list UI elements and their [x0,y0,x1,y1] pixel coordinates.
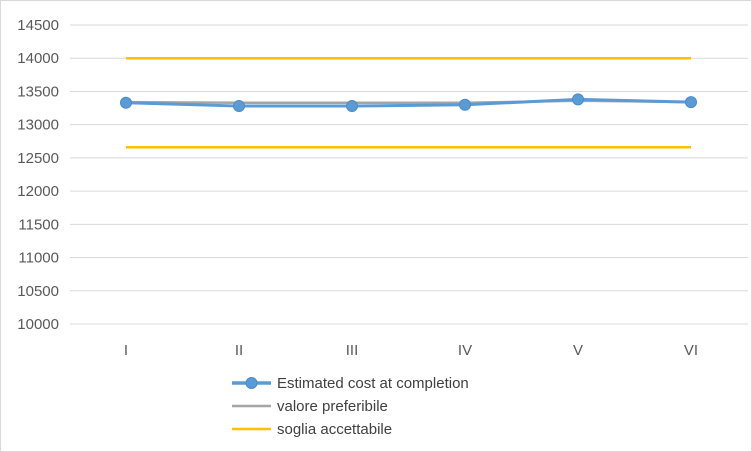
y-tick-label-11000: 11000 [18,250,59,267]
x-axis-tick-labels: I II III IV V VI [124,342,698,359]
legend: Estimated cost at completion valore prefe… [232,375,469,438]
data-point-III [346,100,358,113]
data-point-I [120,96,132,109]
legend-entry-estimated-cost-at-completion: Estimated cost at completion [232,375,469,392]
series-lines [120,56,697,149]
legend-label: soglia accettabile [277,421,392,438]
y-tick-label-13000: 13000 [17,117,59,134]
x-tick-label-VI: VI [684,342,698,359]
legend-entry-valore-preferibile: valore preferibile [232,398,388,415]
x-tick-label-III: III [346,342,359,359]
series-line [125,97,692,108]
y-tick-label-13500: 13500 [17,83,59,100]
data-point-VI [685,96,697,109]
x-tick-label-I: I [124,342,128,359]
legend-label: valore preferibile [277,398,388,415]
y-tick-label-12000: 12000 [17,183,59,200]
y-tick-label-12500: 12500 [17,150,59,167]
y-tick-label-14000: 14000 [17,50,59,67]
legend-marker [245,377,258,389]
x-tick-label-II: II [235,342,243,359]
y-tick-label-14500: 14500 [17,17,59,34]
legend-label: Estimated cost at completion [277,375,469,392]
legend-entry-soglia-accettabile: soglia accettabile [232,421,392,438]
x-tick-label-IV: IV [458,342,472,359]
data-point-IV [459,98,471,111]
y-tick-label-11500: 11500 [18,216,59,233]
y-axis-tick-labels: 10000 10500 11000 11500 12000 12500 13000 13500… [17,17,59,333]
y-tick-label-10000: 10000 [17,316,59,333]
gridlines [70,24,748,325]
y-tick-label-10500: 10500 [17,283,59,300]
data-point-V [572,93,584,106]
data-point-II [233,100,245,113]
series-estimated-cost-at-completion [120,93,697,113]
x-tick-label-V: V [573,342,583,359]
